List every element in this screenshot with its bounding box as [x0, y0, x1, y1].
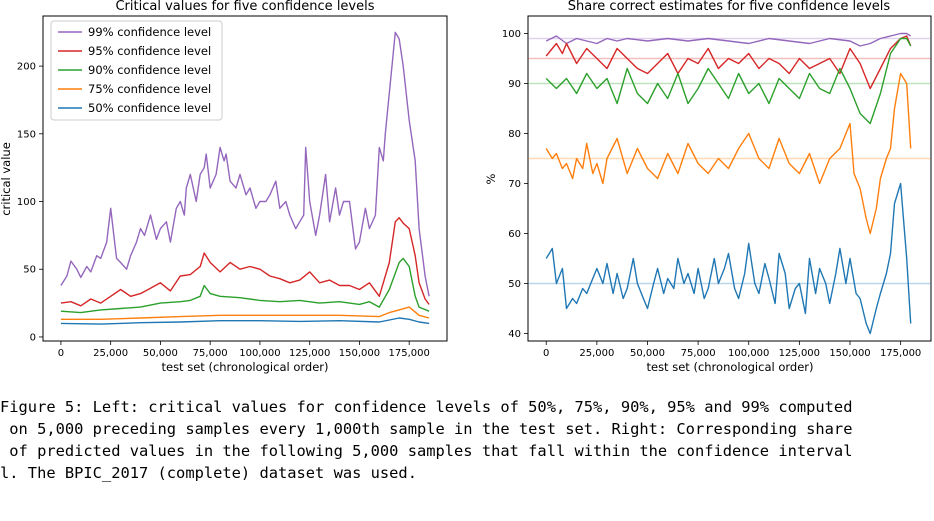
legend-label-75: 75% confidence level	[88, 82, 211, 96]
x-tick-label: 25,000	[93, 348, 128, 359]
series-line-50	[545, 182, 912, 335]
y-tick-label: 70	[508, 179, 521, 190]
series-line-75	[545, 72, 912, 235]
y-tick-label: 150	[17, 129, 36, 140]
y-tick-label: 50	[508, 279, 521, 290]
x-tick-label: 175,000	[880, 348, 921, 359]
caption-line: l. The BPIC_2017 (complete) dataset was …	[0, 464, 417, 482]
series-line-99	[60, 31, 430, 297]
x-tick-label: 25,000	[579, 348, 614, 359]
series-line-90	[545, 37, 912, 125]
x-tick-label: 75,000	[193, 348, 228, 359]
x-tick-label: 0	[58, 348, 64, 359]
y-tick-label: 100	[17, 197, 36, 208]
y-tick-label: 100	[502, 29, 521, 40]
right-chart-title: Share correct estimates for five confide…	[568, 0, 891, 14]
y-tick-label: 60	[508, 229, 521, 240]
left-x-axis-label: test set (chronological order)	[161, 360, 328, 374]
y-tick-label: 80	[508, 129, 521, 140]
series-line-75	[60, 306, 430, 320]
x-tick-label: 75,000	[681, 348, 716, 359]
y-tick-label: 0	[30, 332, 36, 343]
caption-line: on 5,000 preceding samples every 1,000th…	[0, 420, 853, 438]
x-tick-label: 125,000	[289, 348, 330, 359]
y-tick-label: 90	[508, 79, 521, 90]
left-y-axis-label: critical value	[0, 142, 13, 216]
right-x-axis-label: test set (chronological order)	[646, 360, 813, 374]
x-tick-label: 125,000	[779, 348, 820, 359]
y-tick-label: 40	[508, 329, 521, 340]
caption-line: of predicted values in the following 5,0…	[0, 442, 853, 460]
x-tick-label: 50,000	[630, 348, 665, 359]
series-line-90	[60, 257, 430, 314]
legend: 99% confidence level 95% confidence level…	[50, 20, 223, 121]
y-tick-label: 200	[17, 62, 36, 73]
series-line-99	[545, 32, 912, 47]
figure-caption: Figure 5: Left: critical values for conf…	[0, 396, 934, 484]
right-chart: Share correct estimates for five confide…	[484, 0, 932, 374]
series-line-95	[60, 217, 430, 307]
left-chart: Critical values for five confidence leve…	[0, 0, 448, 374]
x-tick-label: 0	[543, 348, 549, 359]
legend-label-95: 95% confidence level	[88, 44, 211, 58]
caption-line: Figure 5: Left: critical values for conf…	[0, 398, 853, 416]
legend-label-99: 99% confidence level	[88, 25, 211, 39]
y-tick-label: 50	[23, 265, 36, 276]
x-tick-label: 175,000	[389, 348, 430, 359]
legend-label-90: 90% confidence level	[88, 63, 211, 77]
x-tick-label: 50,000	[143, 348, 178, 359]
legend-box	[50, 20, 223, 121]
x-tick-label: 150,000	[829, 348, 870, 359]
right-y-axis-label: %	[484, 173, 498, 184]
right-plot-area	[527, 15, 932, 342]
x-tick-label: 150,000	[339, 348, 380, 359]
left-chart-title: Critical values for five confidence leve…	[115, 0, 374, 14]
x-tick-label: 100,000	[728, 348, 769, 359]
x-tick-label: 100,000	[239, 348, 280, 359]
legend-label-50: 50% confidence level	[88, 101, 211, 115]
series-line-95	[545, 35, 912, 90]
series-line-50	[60, 317, 430, 325]
